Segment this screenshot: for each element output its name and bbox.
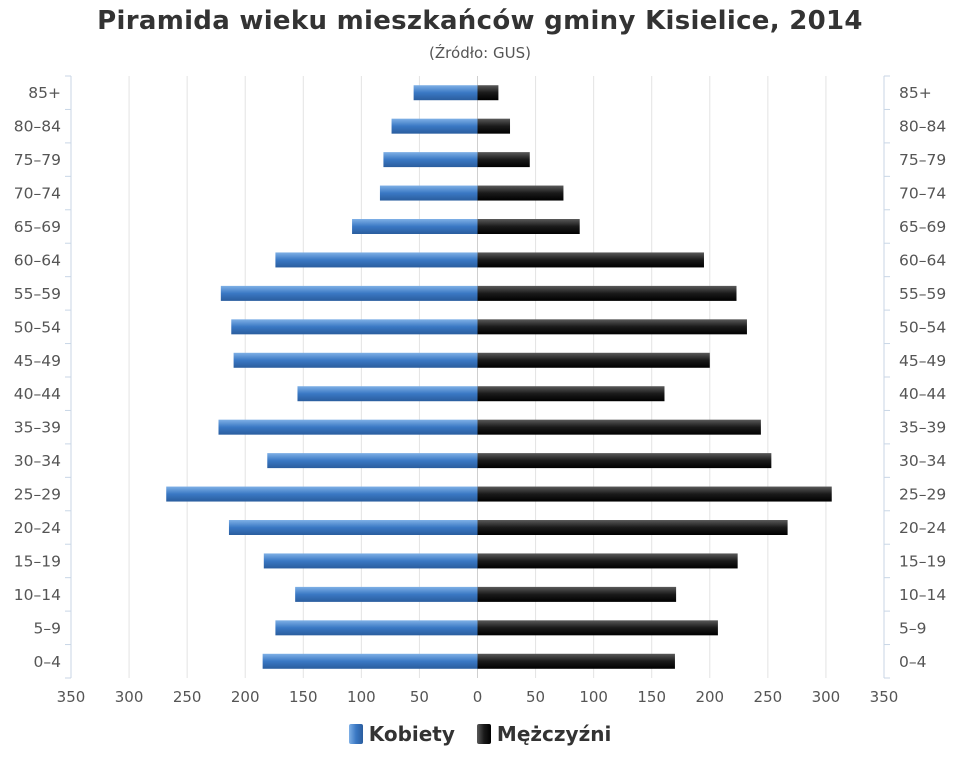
category-label-left: 15–19 — [14, 552, 61, 570]
x-tick-label: 250 — [173, 688, 202, 706]
legend: Kobiety Mężczyźni — [0, 722, 960, 746]
x-tick-label: 150 — [637, 688, 666, 706]
legend-label-mezczyzni: Mężczyźni — [496, 722, 612, 746]
bar-mezczyzni — [477, 118, 511, 134]
bar-mezczyzni — [477, 653, 675, 669]
category-label-right: 35–39 — [899, 419, 946, 437]
bar-kobiety — [391, 118, 478, 134]
category-label-right: 85+ — [899, 84, 932, 102]
bar-mezczyzni — [477, 419, 761, 435]
bar-kobiety — [228, 520, 478, 535]
bar-kobiety — [413, 85, 478, 101]
bar-kobiety — [263, 553, 478, 569]
bar-mezczyzni — [477, 152, 530, 168]
bar-mezczyzni — [477, 386, 665, 402]
category-label-left: 25–29 — [14, 486, 61, 504]
x-tick-label: 250 — [754, 688, 783, 706]
category-label-left: 65–69 — [14, 218, 61, 236]
bar-kobiety — [262, 653, 478, 669]
bar-mezczyzni — [477, 620, 718, 636]
bar-mezczyzni — [477, 285, 737, 301]
bar-mezczyzni — [477, 586, 677, 602]
bar-kobiety — [218, 419, 478, 435]
bar-mezczyzni — [477, 252, 704, 268]
x-tick-label: 100 — [347, 688, 376, 706]
category-label-left: 85+ — [28, 84, 61, 102]
bar-kobiety — [275, 620, 478, 636]
bar-kobiety — [166, 486, 478, 502]
bar-mezczyzni — [477, 486, 832, 502]
legend-item-mezczyzni[interactable]: Mężczyźni — [476, 722, 612, 746]
bar-kobiety — [379, 185, 478, 201]
category-label-right: 65–69 — [899, 218, 946, 236]
category-label-right: 60–64 — [899, 251, 946, 269]
category-label-right: 30–34 — [899, 452, 946, 470]
category-label-right: 80–84 — [899, 118, 946, 136]
x-tick-label: 0 — [473, 688, 483, 706]
category-label-left: 50–54 — [14, 318, 61, 336]
category-label-right: 15–19 — [899, 552, 946, 570]
bar-mezczyzni — [477, 352, 710, 368]
category-label-left: 30–34 — [14, 452, 61, 470]
category-label-left: 10–14 — [14, 586, 61, 604]
bar-mezczyzni — [477, 553, 738, 569]
category-label-right: 50–54 — [899, 318, 946, 336]
bar-mezczyzni — [477, 453, 772, 469]
bar-mezczyzni — [477, 520, 788, 535]
category-label-left: 45–49 — [14, 352, 61, 370]
category-label-right: 70–74 — [899, 185, 946, 203]
category-label-right: 0–4 — [899, 653, 926, 671]
bar-kobiety — [275, 252, 478, 268]
category-label-right: 40–44 — [899, 385, 946, 403]
category-label-right: 20–24 — [899, 519, 946, 537]
category-label-right: 25–29 — [899, 486, 946, 504]
chart-subtitle: (Źródło: GUS) — [429, 44, 531, 62]
bar-mezczyzni — [477, 219, 580, 234]
legend-label-kobiety: Kobiety — [368, 722, 455, 746]
x-tick-label: 300 — [812, 688, 841, 706]
bar-mezczyzni — [477, 319, 747, 335]
category-label-left: 60–64 — [14, 251, 61, 269]
x-tick-label: 150 — [289, 688, 318, 706]
bar-kobiety — [220, 285, 478, 301]
category-label-left: 55–59 — [14, 285, 61, 303]
chart-title: Piramida wieku mieszkańców gminy Kisieli… — [97, 6, 863, 36]
bar-kobiety — [352, 219, 478, 234]
legend-swatch-mezczyzni — [476, 724, 491, 744]
bar-mezczyzni — [477, 185, 564, 201]
x-tick-label: 200 — [695, 688, 724, 706]
legend-swatch-kobiety — [348, 724, 363, 744]
bar-kobiety — [297, 386, 478, 402]
category-label-right: 5–9 — [899, 619, 926, 637]
x-tick-label: 50 — [526, 688, 545, 706]
x-tick-label: 300 — [115, 688, 144, 706]
legend-item-kobiety[interactable]: Kobiety — [348, 722, 455, 746]
x-tick-label: 350 — [870, 688, 899, 706]
x-tick-label: 100 — [579, 688, 608, 706]
bar-kobiety — [267, 453, 478, 469]
category-label-left: 35–39 — [14, 419, 61, 437]
category-label-left: 5–9 — [34, 619, 61, 637]
category-label-right: 55–59 — [899, 285, 946, 303]
population-pyramid-chart: 350 300 250 200 150 100 50 0 50 100 150 200 250 300 35… — [14, 75, 946, 706]
category-label-left: 70–74 — [14, 185, 61, 203]
x-tick-label: 200 — [231, 688, 260, 706]
category-label-right: 10–14 — [899, 586, 946, 604]
category-label-right: 45–49 — [899, 352, 946, 370]
bar-mezczyzni — [477, 85, 499, 101]
bar-kobiety — [383, 152, 478, 168]
bar-kobiety — [233, 352, 478, 368]
category-label-left: 40–44 — [14, 385, 61, 403]
bar-kobiety — [295, 586, 478, 602]
category-label-left: 0–4 — [34, 653, 61, 671]
bar-kobiety — [231, 319, 478, 335]
category-label-left: 80–84 — [14, 118, 61, 136]
x-tick-label: 50 — [410, 688, 429, 706]
x-tick-label: 350 — [57, 688, 86, 706]
category-label-left: 20–24 — [14, 519, 61, 537]
category-label-left: 75–79 — [14, 151, 61, 169]
category-label-right: 75–79 — [899, 151, 946, 169]
